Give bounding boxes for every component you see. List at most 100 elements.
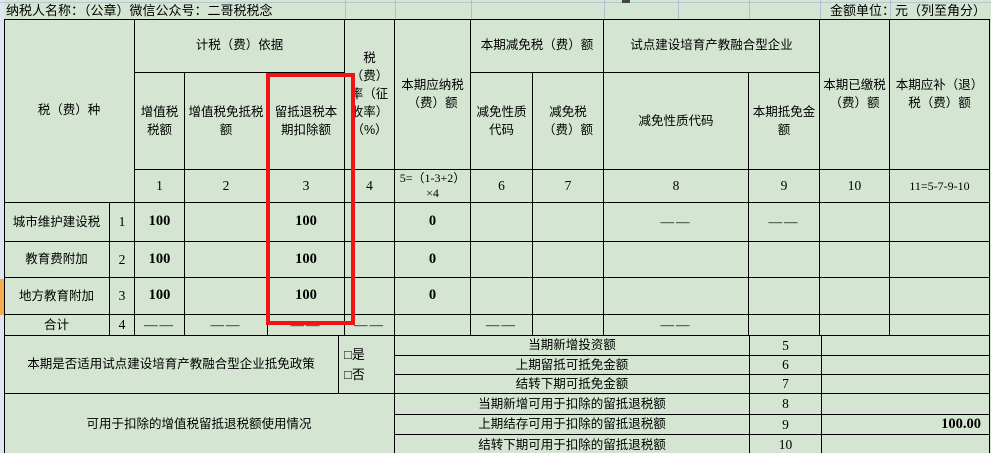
policy-question-label: 本期是否适用试点建设培育产教融合型企业抵免政策 bbox=[4, 336, 339, 394]
total-col2-cell[interactable]: —— bbox=[185, 315, 268, 336]
row3-col6-cell[interactable] bbox=[471, 278, 533, 315]
row1-col5-cell[interactable]: 0 bbox=[395, 203, 471, 242]
code-col-6: 6 bbox=[471, 170, 533, 203]
policy-checkbox-cell[interactable]: □是 □否 bbox=[339, 336, 395, 394]
code-col-10: 10 bbox=[820, 170, 890, 203]
row1-col2-cell[interactable] bbox=[185, 203, 268, 242]
total-col8-cell[interactable]: —— bbox=[604, 315, 749, 336]
row1-col6-cell[interactable] bbox=[471, 203, 533, 242]
sheet-gridline bbox=[678, 0, 679, 19]
schedule-row8-no: 8 bbox=[750, 394, 822, 415]
schedule-row7-no: 7 bbox=[750, 375, 822, 394]
code-col-1: 1 bbox=[135, 170, 185, 203]
row2-col2-cell[interactable] bbox=[185, 242, 268, 278]
taxpayer-name-label: 纳税人名称：（公章）微信公众号：二哥税税念 bbox=[6, 3, 273, 18]
row3-col9-cell[interactable] bbox=[749, 278, 820, 315]
sheet-gridline bbox=[820, 0, 821, 19]
row3-col5-cell[interactable]: 0 bbox=[395, 278, 471, 315]
total-col11-cell[interactable] bbox=[890, 315, 990, 336]
schedule-row6-no: 6 bbox=[750, 356, 822, 375]
code-col-2: 2 bbox=[185, 170, 268, 203]
total-col5-cell[interactable] bbox=[395, 315, 471, 336]
checkbox-no[interactable]: □否 bbox=[344, 366, 365, 382]
code-col-4: 4 bbox=[345, 170, 395, 203]
checkbox-yes[interactable]: □是 bbox=[344, 347, 365, 362]
total-col10-cell[interactable] bbox=[820, 315, 890, 336]
row2-col5-cell[interactable]: 0 bbox=[395, 242, 471, 278]
row3-col2-cell[interactable] bbox=[185, 278, 268, 315]
sheet-gridline bbox=[890, 0, 891, 19]
code-col-8: 8 bbox=[604, 170, 749, 203]
row3-col11-cell[interactable] bbox=[890, 278, 990, 315]
row2-col1-cell[interactable]: 100 bbox=[135, 242, 185, 278]
row2-no: 2 bbox=[110, 242, 135, 278]
row3-col3-cell[interactable]: 100 bbox=[268, 278, 345, 315]
header-payable: 本期应纳税（费）额 bbox=[395, 19, 471, 170]
row1-col11-cell[interactable] bbox=[890, 203, 990, 242]
row1-col7-cell[interactable] bbox=[533, 203, 604, 242]
header-reduction-amount: 减免税（费）额 bbox=[533, 73, 604, 170]
schedule-row9-value-cell[interactable]: 100.00 bbox=[822, 415, 990, 435]
sheet-gridline bbox=[345, 0, 346, 19]
row3-col4-cell[interactable] bbox=[345, 278, 395, 315]
code-col-3: 3 bbox=[268, 170, 345, 203]
row2-name: 教育费附加 bbox=[4, 242, 110, 278]
header-retained-refund-deduction: 留抵退税本期扣除额 bbox=[268, 73, 345, 170]
code-col-7: 7 bbox=[533, 170, 604, 203]
header-tax-type: 税（费）种 bbox=[4, 19, 135, 203]
row1-name: 城市维护建设税 bbox=[4, 203, 110, 242]
total-col4-cell[interactable]: —— bbox=[345, 315, 395, 336]
row3-name: 地方教育附加 bbox=[4, 278, 110, 315]
header-pilot-group: 试点建设培育产教融合型企业 bbox=[604, 19, 820, 73]
header-reduction-code: 减免性质代码 bbox=[471, 73, 533, 170]
sheet-gridline bbox=[749, 0, 750, 19]
schedule-row5-no: 5 bbox=[750, 336, 822, 356]
total-col1-cell[interactable]: —— bbox=[135, 315, 185, 336]
row2-col7-cell[interactable] bbox=[533, 242, 604, 278]
row3-col10-cell[interactable] bbox=[820, 278, 890, 315]
schedule-row5-value-cell[interactable] bbox=[822, 336, 990, 356]
row1-col3-cell[interactable]: 100 bbox=[268, 203, 345, 242]
total-col7-cell[interactable] bbox=[533, 315, 604, 336]
row1-col1-cell[interactable]: 100 bbox=[135, 203, 185, 242]
schedule-row8-value-cell[interactable] bbox=[822, 394, 990, 415]
row2-col11-cell[interactable] bbox=[890, 242, 990, 278]
schedule-row9-no: 9 bbox=[750, 415, 822, 435]
schedule-row7-label: 结转下期可抵免金额 bbox=[395, 375, 750, 394]
clipped-cell-fragment bbox=[622, 0, 630, 3]
row3-col8-cell[interactable] bbox=[604, 278, 749, 315]
row2-col8-cell[interactable] bbox=[604, 242, 749, 278]
sheet-gridline-horizontal bbox=[0, 2, 991, 3]
code-col-5-formula: 5=（1-3+2）×4 bbox=[395, 170, 471, 203]
sheet-gridline bbox=[471, 0, 472, 19]
table-top-border bbox=[4, 19, 990, 20]
row3-col7-cell[interactable] bbox=[533, 278, 604, 315]
row1-col8-cell[interactable]: —— bbox=[604, 203, 749, 242]
row2-col4-cell[interactable] bbox=[345, 242, 395, 278]
total-row-no: 4 bbox=[110, 315, 135, 336]
row2-col6-cell[interactable] bbox=[471, 242, 533, 278]
header-vat-amount: 增值税税额 bbox=[135, 73, 185, 170]
sheet-gridline bbox=[395, 0, 396, 19]
row1-col9-cell[interactable]: —— bbox=[749, 203, 820, 242]
schedule-row8-label: 当期新增可用于扣除的留抵退税额 bbox=[395, 394, 750, 415]
schedule-row10-label: 结转下期可用于扣除的留抵退税额 bbox=[395, 435, 750, 453]
row1-col4-cell[interactable] bbox=[345, 203, 395, 242]
total-col3-cell[interactable]: —— bbox=[268, 315, 345, 336]
row2-col10-cell[interactable] bbox=[820, 242, 890, 278]
row2-col3-cell[interactable]: 100 bbox=[268, 242, 345, 278]
row3-col1-cell[interactable]: 100 bbox=[135, 278, 185, 315]
schedule-row6-value-cell[interactable] bbox=[822, 356, 990, 375]
code-col-11-formula: 11=5-7-9-10 bbox=[890, 170, 990, 203]
row1-col10-cell[interactable] bbox=[820, 203, 890, 242]
schedule-row7-value-cell[interactable] bbox=[822, 375, 990, 394]
schedule-row10-value-cell[interactable] bbox=[822, 435, 990, 453]
total-col6-cell[interactable]: —— bbox=[471, 315, 533, 336]
header-paid: 本期已缴税（费）额 bbox=[820, 19, 890, 170]
header-balance-due: 本期应补（退）税（费）额 bbox=[890, 19, 990, 170]
amount-unit-label: 金额单位：元（列至角分） bbox=[829, 3, 986, 18]
header-reduction-group: 本期减免税（费）额 bbox=[471, 19, 604, 73]
row2-col9-cell[interactable] bbox=[749, 242, 820, 278]
total-col9-cell[interactable] bbox=[749, 315, 820, 336]
